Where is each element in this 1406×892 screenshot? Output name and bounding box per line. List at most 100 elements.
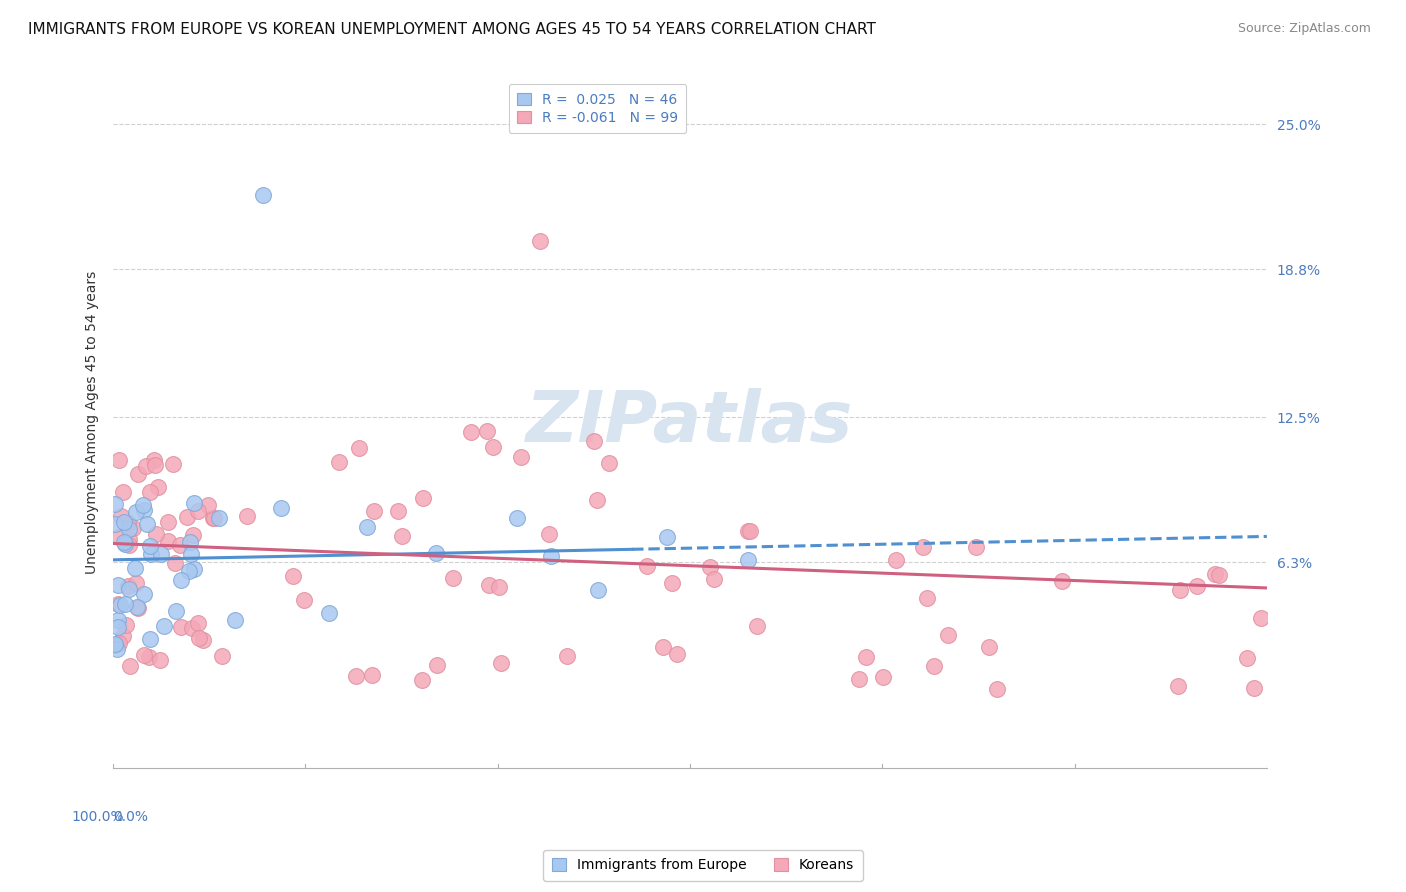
Point — [108, 636, 131, 650]
Point — [105, 641, 128, 656]
Point — [118, 532, 141, 546]
Point — [652, 640, 675, 654]
Point — [183, 562, 205, 576]
Point — [356, 520, 378, 534]
Point — [153, 618, 176, 632]
Point — [179, 535, 201, 549]
Point — [540, 549, 562, 563]
Point — [107, 613, 129, 627]
Point — [112, 629, 135, 643]
Point — [125, 505, 148, 519]
Point — [202, 511, 225, 525]
Point — [211, 649, 233, 664]
Point — [107, 620, 129, 634]
Point — [132, 648, 155, 663]
Point — [108, 530, 131, 544]
Point — [1236, 650, 1258, 665]
Point — [506, 511, 529, 525]
Point — [188, 631, 211, 645]
Point — [349, 441, 371, 455]
Point — [488, 580, 510, 594]
Point — [207, 511, 229, 525]
Point — [108, 598, 131, 612]
Text: IMMIGRANTS FROM EUROPE VS KOREAN UNEMPLOYMENT AMONG AGES 45 TO 54 YEARS CORRELAT: IMMIGRANTS FROM EUROPE VS KOREAN UNEMPLO… — [28, 22, 876, 37]
Point — [118, 582, 141, 596]
Y-axis label: Unemployment Among Ages 45 to 54 years: Unemployment Among Ages 45 to 54 years — [86, 271, 98, 574]
Legend: R =  0.025   N = 46, R = -0.061   N = 99: R = 0.025 N = 46, R = -0.061 N = 99 — [509, 85, 686, 133]
Point — [180, 621, 202, 635]
Text: Source: ZipAtlas.com: Source: ZipAtlas.com — [1237, 22, 1371, 36]
Point — [132, 503, 155, 517]
Point — [986, 681, 1008, 696]
Point — [855, 650, 877, 665]
Point — [252, 187, 274, 202]
Point — [363, 504, 385, 518]
Point — [141, 547, 163, 561]
Point — [127, 601, 149, 615]
Point — [270, 501, 292, 516]
Text: 100.0%: 100.0% — [72, 810, 125, 823]
Point — [201, 511, 224, 525]
Point — [149, 653, 172, 667]
Point — [478, 578, 501, 592]
Point — [555, 648, 578, 663]
Point — [884, 553, 907, 567]
Point — [460, 425, 482, 439]
Point — [139, 539, 162, 553]
Point — [107, 597, 129, 611]
Point — [114, 597, 136, 611]
Point — [236, 508, 259, 523]
Point — [328, 455, 350, 469]
Point — [104, 638, 127, 652]
Point — [114, 537, 136, 551]
Point — [142, 453, 165, 467]
Point — [666, 647, 689, 661]
Point — [183, 495, 205, 509]
Point — [411, 673, 433, 688]
Point — [127, 599, 149, 614]
Point — [387, 504, 409, 518]
Point — [391, 529, 413, 543]
Point — [117, 579, 139, 593]
Point — [1243, 681, 1265, 696]
Point — [197, 498, 219, 512]
Point — [1167, 680, 1189, 694]
Point — [176, 510, 198, 524]
Point — [134, 587, 156, 601]
Point — [125, 575, 148, 590]
Point — [426, 657, 449, 672]
Point — [911, 540, 934, 554]
Point — [162, 457, 184, 471]
Point — [117, 516, 139, 530]
Point — [661, 575, 683, 590]
Point — [112, 515, 135, 529]
Point — [598, 456, 620, 470]
Point — [135, 459, 157, 474]
Point — [344, 668, 367, 682]
Point — [139, 632, 162, 647]
Point — [1208, 568, 1230, 582]
Point — [165, 604, 187, 618]
Point — [537, 527, 560, 541]
Point — [1168, 583, 1191, 598]
Point — [922, 659, 945, 673]
Point — [132, 499, 155, 513]
Text: 0.0%: 0.0% — [112, 810, 148, 823]
Point — [477, 425, 499, 439]
Point — [145, 527, 167, 541]
Point — [655, 530, 678, 544]
Point — [482, 440, 505, 454]
Point — [187, 615, 209, 630]
Point — [138, 650, 160, 665]
Point — [170, 573, 193, 587]
Point — [118, 659, 141, 673]
Point — [737, 553, 759, 567]
Point — [122, 521, 145, 535]
Point — [489, 657, 512, 671]
Point — [139, 485, 162, 500]
Point — [179, 564, 201, 578]
Point — [107, 578, 129, 592]
Point — [361, 668, 384, 682]
Point — [510, 450, 533, 464]
Point — [412, 491, 434, 505]
